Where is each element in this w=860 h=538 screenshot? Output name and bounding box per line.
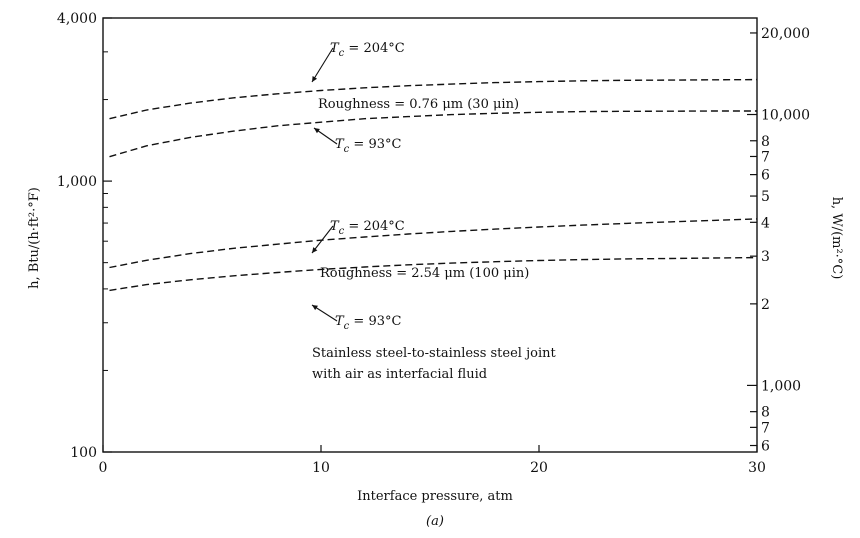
plot-frame [102, 17, 758, 453]
y2-tick-label: 2 [761, 297, 770, 313]
y2-tick-label: 1,000 [761, 378, 801, 394]
x-tick-label: 20 [530, 460, 548, 476]
y2-tick-label: 7 [761, 420, 770, 436]
y-tick-label: 4,000 [57, 11, 97, 27]
x-axis-title: Interface pressure, atm [357, 489, 513, 504]
x-tick-label: 30 [748, 460, 766, 476]
annotation-leader [311, 225, 334, 254]
y2-tick-label: 8 [761, 134, 770, 150]
y2-tick-label: 4 [761, 215, 770, 231]
ticks-layer: 0 10 20 301001,0004,0006781,000234567810,00… [57, 11, 810, 476]
annotation-label: with air as interfacial fluid [312, 367, 487, 382]
annotation-label: Tc = 204°C [330, 219, 405, 237]
series-layer [109, 78, 758, 292]
annotation-arrowhead [312, 76, 318, 82]
annotation-label: Tc = 204°C [330, 41, 405, 59]
y2-tick-label: 6 [761, 168, 770, 184]
annotation-label: Tc = 93°C [335, 137, 401, 155]
series-line-2 [109, 110, 757, 158]
y-axis-title: h, Btu/(h·ft²·°F) [27, 187, 42, 289]
y-tick-label: 1,000 [57, 174, 97, 190]
annotation-arrowhead [312, 247, 318, 253]
y2-tick-label: 6 [761, 439, 770, 455]
annotations-layer: Tc = 204°C Roughness = 0.76 μm (30 μin) Tc… [311, 41, 556, 382]
y-tick-label: 100 [70, 445, 97, 461]
y2-tick-label: 3 [761, 249, 770, 265]
x-tick-label: 10 [312, 460, 330, 476]
series-line-4 [109, 256, 758, 292]
y2-tick-label: 20,000 [761, 26, 810, 42]
y2-axis-title: h, W/(m²·°C) [829, 197, 844, 280]
y2-tick-label: 5 [761, 189, 770, 205]
annotation-label: Tc = 93°C [335, 314, 401, 332]
annotation-label: Roughness = 2.54 μm (100 μin) [320, 266, 529, 281]
y2-tick-label: 10,000 [761, 108, 810, 124]
annotation-arrowhead [312, 305, 318, 311]
series-line-1 [109, 78, 758, 120]
annotation-arrowhead [314, 128, 320, 134]
annotation-label: Roughness = 0.76 μm (30 μin) [318, 97, 519, 112]
y2-tick-label: 7 [761, 149, 770, 165]
annotation-label: Stainless steel-to-stainless steel joint [312, 346, 556, 361]
y2-tick-label: 8 [761, 405, 770, 421]
x-tick-label: 0 [99, 460, 108, 476]
series-line-3 [109, 218, 758, 269]
annotation-leader [311, 47, 334, 83]
figure-subtitle: (a) [426, 514, 444, 529]
